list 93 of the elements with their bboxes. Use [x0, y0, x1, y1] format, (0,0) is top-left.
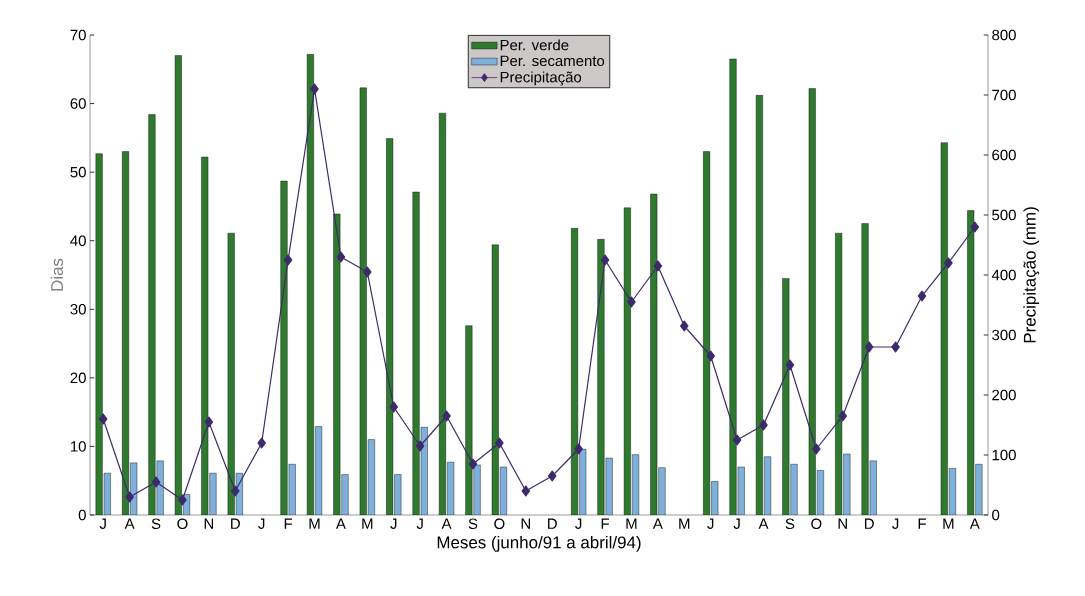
- bar: [95, 153, 103, 515]
- point: [257, 437, 267, 449]
- y-tick-label: 0: [78, 509, 86, 521]
- x-tick-label: A: [758, 518, 769, 529]
- point: [415, 440, 425, 452]
- point: [627, 296, 636, 308]
- point: [283, 254, 293, 266]
- bar: [148, 114, 156, 515]
- x-tick-label: O: [811, 518, 822, 530]
- point: [442, 410, 451, 422]
- point: [679, 320, 689, 332]
- point: [759, 419, 768, 431]
- x-tick-label: J: [390, 518, 397, 529]
- y2-tick-label: 300: [992, 329, 1016, 341]
- x-tick-label: M: [362, 518, 373, 529]
- x-tick-label: J: [892, 518, 899, 529]
- y-tick-label: 10: [71, 441, 86, 452]
- x-tick-label: A: [969, 518, 980, 529]
- point: [230, 485, 240, 497]
- x-tick-label: A: [124, 518, 135, 529]
- x-tick-label: N: [204, 518, 214, 529]
- x-tick-label: J: [575, 518, 582, 529]
- x-tick-label: D: [548, 518, 557, 529]
- y-tick-label: 40: [70, 235, 86, 246]
- y-tick-label: 70: [70, 29, 86, 41]
- point: [891, 341, 900, 353]
- x-tick-label: S: [785, 518, 795, 530]
- x-tick-label: J: [707, 518, 714, 529]
- point: [732, 434, 742, 446]
- y-tick-label: 30: [70, 303, 86, 315]
- y2-tick-label: 800: [992, 29, 1016, 41]
- point: [521, 485, 531, 497]
- point: [151, 476, 161, 488]
- x-axis-title: Meses (junho/91 a abril/94): [437, 535, 641, 552]
- point: [362, 266, 372, 278]
- legend-label: Per. verde: [500, 39, 569, 51]
- y2-axis-title: Precipitação (mm): [1023, 207, 1040, 343]
- legend-label: Precipitação: [500, 71, 582, 86]
- y2-tick-label: 100: [992, 449, 1016, 461]
- x-tick-label: M: [943, 518, 954, 529]
- y-tick-label: 60: [70, 98, 86, 109]
- point: [547, 470, 557, 482]
- x-tick-label: J: [416, 518, 423, 529]
- point: [838, 410, 848, 422]
- x-tick-label: N: [521, 518, 530, 529]
- point: [310, 83, 319, 95]
- point: [653, 260, 663, 272]
- x-tick-label: F: [918, 518, 926, 529]
- y2-tick-label: 400: [991, 269, 1016, 281]
- y2-tick-label: 200: [992, 389, 1016, 401]
- point: [864, 341, 874, 353]
- x-tick-label: F: [284, 518, 293, 529]
- x-tick-label: O: [494, 518, 505, 530]
- x-tick-label: A: [441, 518, 452, 529]
- point: [125, 491, 134, 503]
- x-tick-label: A: [335, 518, 346, 529]
- point: [706, 350, 716, 362]
- point: [970, 221, 980, 233]
- y-axis-title: Dias: [50, 258, 64, 291]
- point: [812, 443, 821, 455]
- point: [574, 443, 583, 455]
- point: [468, 458, 478, 470]
- x-tick-label: D: [231, 518, 240, 529]
- x-tick-label: O: [177, 518, 188, 530]
- x-tick-label: M: [679, 518, 690, 529]
- x-tick-label: A: [652, 518, 663, 529]
- x-tick-label: M: [626, 518, 637, 529]
- point: [495, 437, 504, 449]
- x-tick-label: J: [733, 518, 740, 529]
- point: [204, 416, 214, 428]
- point: [944, 257, 953, 269]
- legend-label: Per. secamento: [500, 55, 605, 67]
- x-tick-label: S: [151, 518, 161, 530]
- y2-tick-label: 600: [992, 149, 1016, 161]
- x-tick-label: D: [864, 518, 874, 529]
- point: [389, 401, 399, 413]
- point: [600, 254, 610, 266]
- y2-tick-label: 500: [992, 209, 1016, 221]
- x-tick-label: N: [838, 518, 847, 529]
- y2-tick-label: 700: [992, 89, 1016, 101]
- y-tick-label: 20: [70, 372, 86, 384]
- x-tick-label: S: [468, 518, 478, 530]
- point: [178, 494, 187, 506]
- x-tick-label: M: [309, 518, 320, 529]
- point: [336, 251, 346, 263]
- x-tick-label: J: [258, 518, 265, 529]
- point: [917, 290, 927, 302]
- y2-tick-label: 0: [992, 509, 1000, 521]
- x-tick-label: J: [99, 518, 106, 529]
- point: [785, 359, 795, 371]
- y-tick-label: 50: [70, 166, 86, 178]
- x-tick-label: F: [601, 518, 609, 529]
- point: [98, 413, 108, 425]
